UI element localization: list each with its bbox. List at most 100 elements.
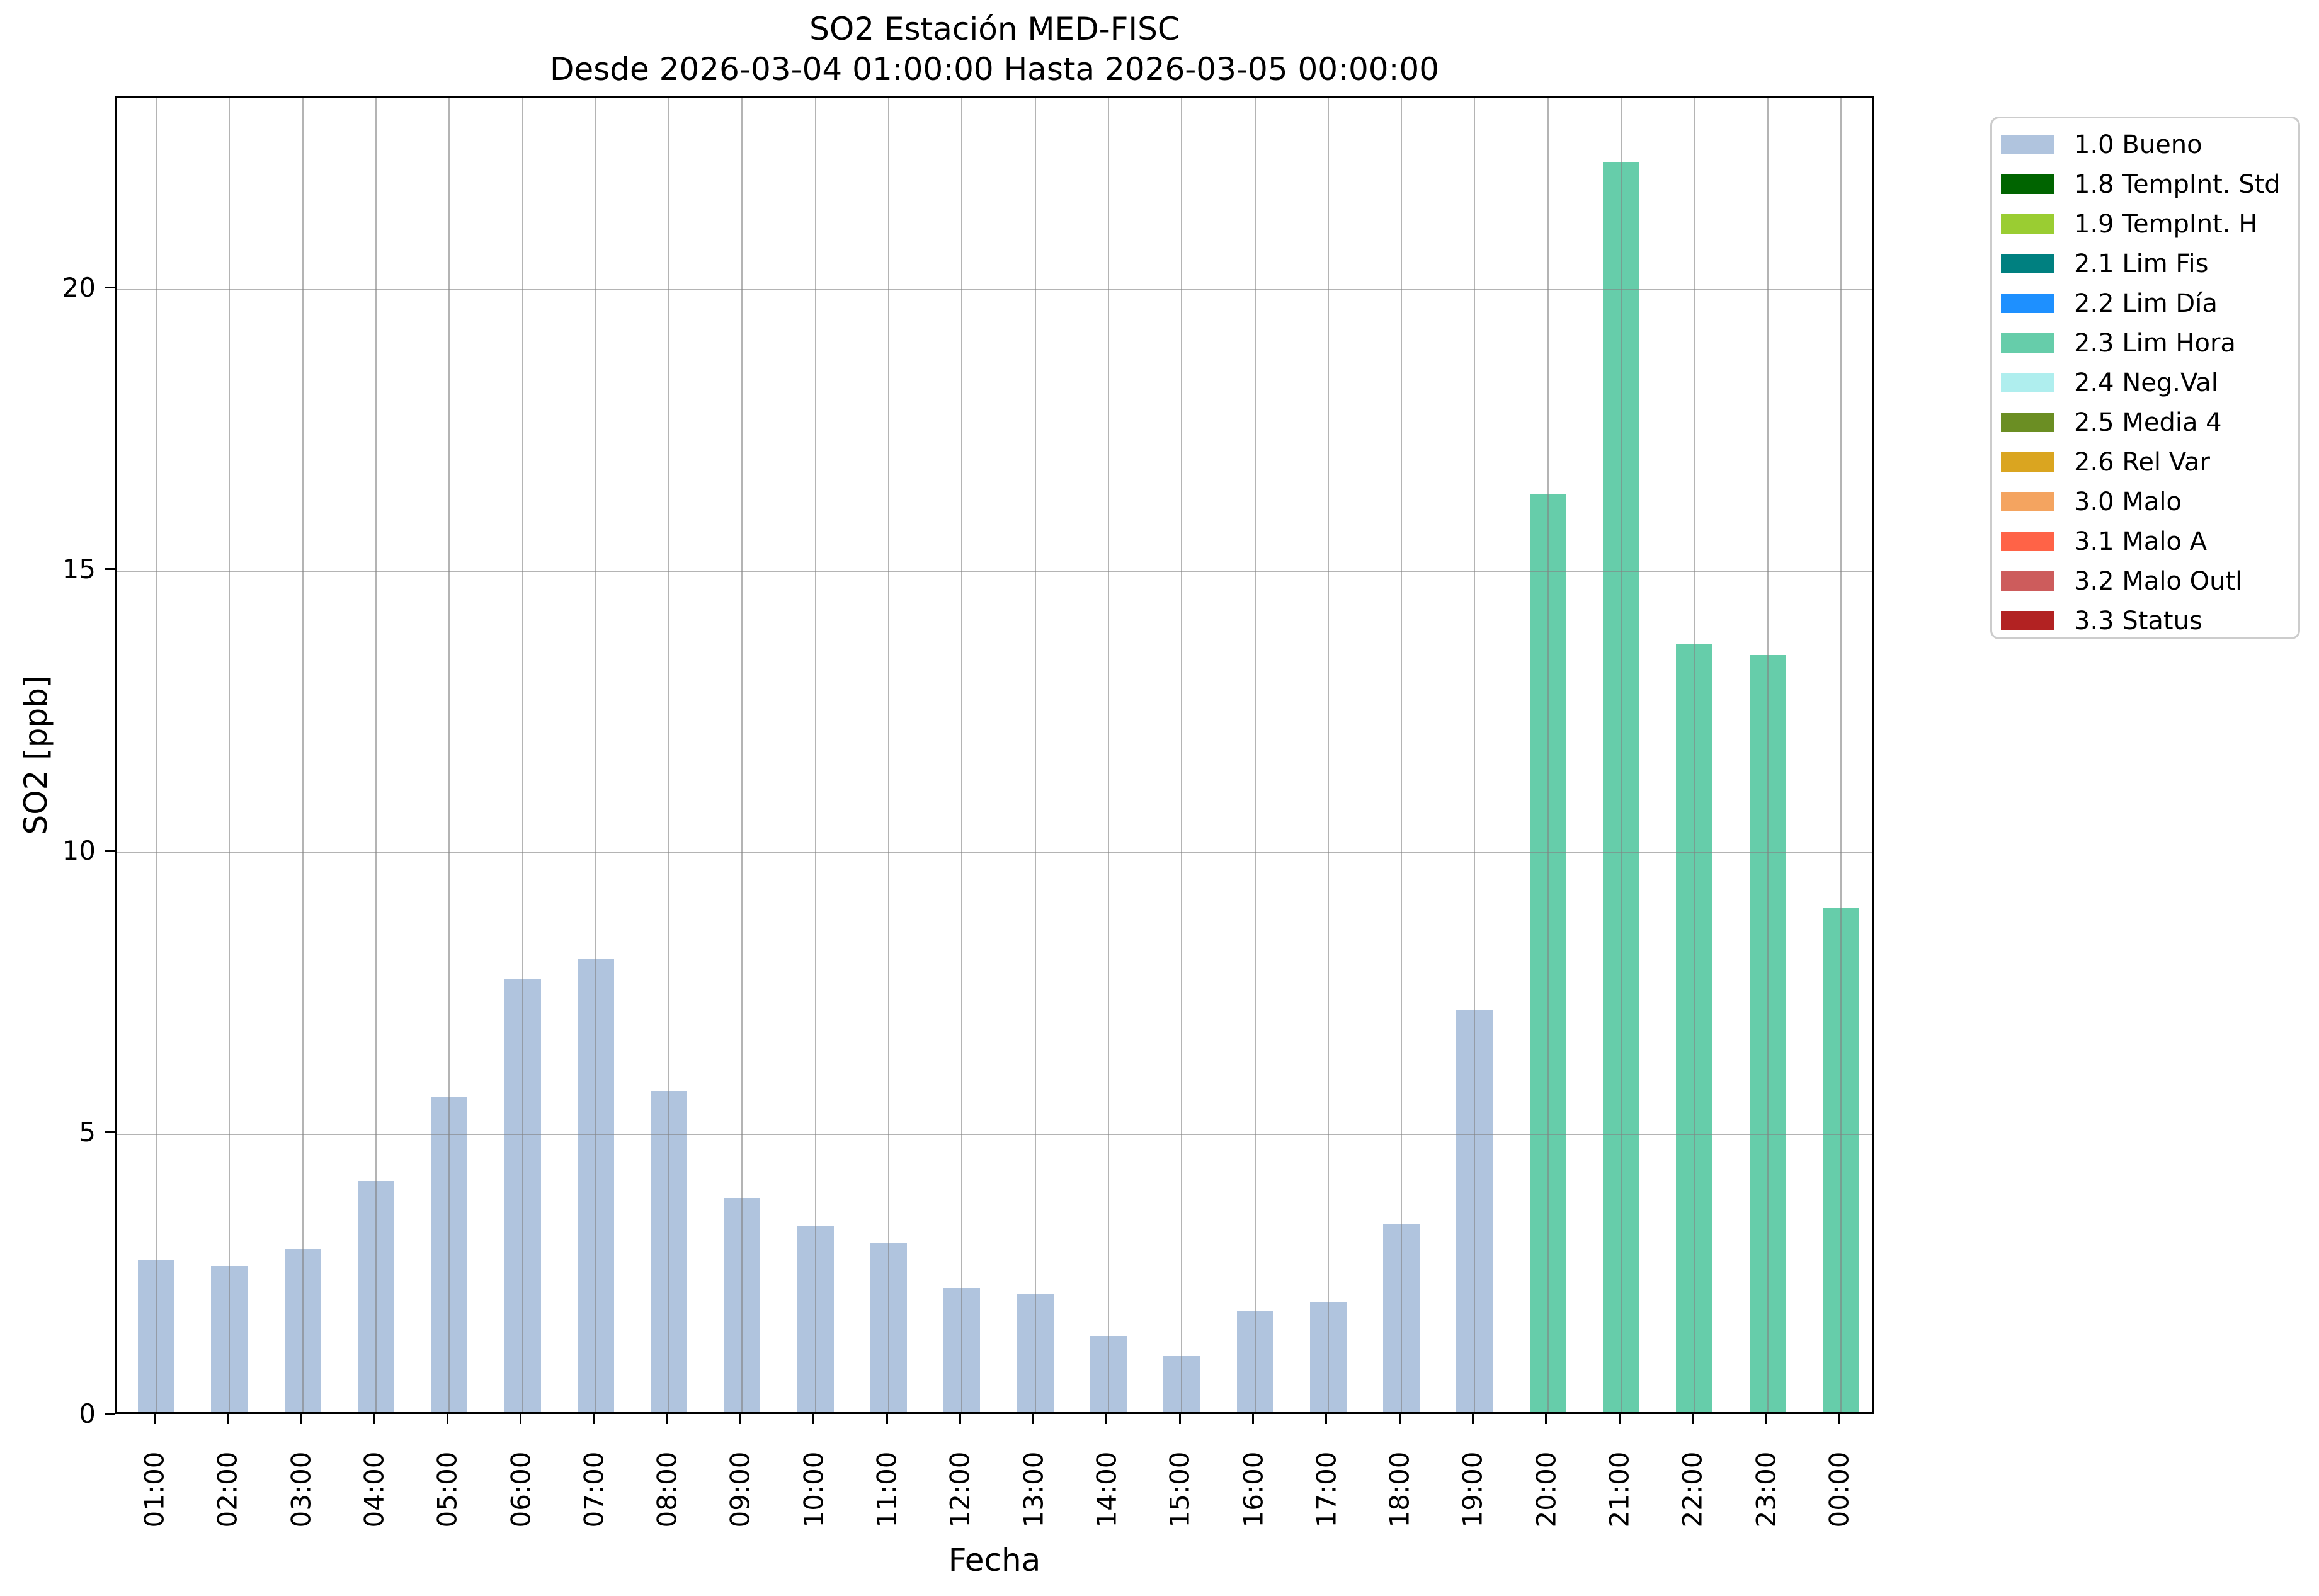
legend-label: 3.3 Status [2074,606,2202,636]
gridline-vertical-23:00 [1767,98,1769,1412]
x-tick-mark-16:00 [1252,1414,1254,1424]
legend-label: 2.1 Lim Fis [2074,249,2209,278]
legend-label: 1.0 Bueno [2074,130,2202,159]
x-tick-label-14:00: 14:00 [1091,1451,1122,1528]
x-tick-mark-21:00 [1619,1414,1621,1424]
gridline-vertical-11:00 [888,98,889,1412]
legend-item-3.3-Status: 3.3 Status [1992,601,2298,641]
gridline-vertical-14:00 [1108,98,1109,1412]
x-tick-label-06:00: 06:00 [505,1451,537,1528]
y-tick-mark-5 [105,1131,115,1133]
chart-title: SO2 Estación MED-FISC [809,11,1180,47]
x-tick-mark-20:00 [1545,1414,1547,1424]
x-tick-mark-15:00 [1179,1414,1181,1424]
gridline-horizontal-20 [117,289,1872,290]
x-tick-label-23:00: 23:00 [1750,1451,1782,1528]
legend-item-3.1-Malo-A: 3.1 Malo A [1992,522,2298,561]
gridline-vertical-13:00 [1035,98,1036,1412]
x-tick-mark-01:00 [154,1414,156,1424]
legend-swatch-icon [2001,294,2054,313]
gridline-vertical-21:00 [1621,98,1622,1412]
x-tick-label-17:00: 17:00 [1311,1451,1342,1528]
gridline-vertical-02:00 [229,98,230,1412]
gridline-vertical-08:00 [668,98,669,1412]
legend-swatch-icon [2001,571,2054,591]
y-tick-mark-15 [105,568,115,570]
legend-item-3.2-Malo-Outl: 3.2 Malo Outl [1992,561,2298,601]
x-tick-label-13:00: 13:00 [1018,1451,1049,1528]
legend-label: 2.4 Neg.Val [2074,368,2218,397]
y-axis-label: SO2 [ppb] [18,675,54,835]
x-tick-mark-14:00 [1105,1414,1107,1424]
legend-swatch-icon [2001,532,2054,551]
y-tick-mark-10 [105,850,115,852]
x-tick-mark-18:00 [1399,1414,1401,1424]
x-tick-label-10:00: 10:00 [798,1451,829,1528]
x-tick-label-05:00: 05:00 [431,1451,463,1528]
gridline-vertical-15:00 [1181,98,1182,1412]
x-tick-mark-09:00 [739,1414,741,1424]
legend-swatch-icon [2001,492,2054,511]
y-tick-label-5: 5 [79,1117,96,1148]
gridline-horizontal-10 [117,852,1872,853]
x-tick-label-01:00: 01:00 [139,1451,170,1528]
x-tick-mark-10:00 [812,1414,814,1424]
x-tick-mark-13:00 [1032,1414,1034,1424]
legend-swatch-icon [2001,135,2054,154]
x-tick-label-22:00: 22:00 [1677,1451,1708,1528]
x-tick-label-12:00: 12:00 [944,1451,976,1528]
gridline-vertical-20:00 [1547,98,1549,1412]
x-tick-mark-17:00 [1325,1414,1327,1424]
gridline-vertical-18:00 [1401,98,1402,1412]
legend-swatch-icon [2001,214,2054,234]
x-tick-mark-02:00 [227,1414,229,1424]
title-block: SO2 Estación MED-FISC Desde 2026-03-04 0… [115,9,1874,89]
x-tick-mark-19:00 [1472,1414,1474,1424]
legend-label: 3.1 Malo A [2074,527,2208,556]
x-tick-label-21:00: 21:00 [1604,1451,1635,1528]
x-tick-label-18:00: 18:00 [1384,1451,1415,1528]
legend-label: 3.2 Malo Outl [2074,566,2243,596]
x-tick-mark-12:00 [959,1414,961,1424]
gridline-vertical-10:00 [815,98,816,1412]
x-tick-label-16:00: 16:00 [1238,1451,1269,1528]
legend-item-2.4-Neg.Val: 2.4 Neg.Val [1992,363,2298,402]
x-tick-mark-06:00 [520,1414,521,1424]
x-tick-mark-11:00 [886,1414,888,1424]
gridline-vertical-12:00 [961,98,962,1412]
legend-item-1.0-Bueno: 1.0 Bueno [1992,125,2298,164]
gridline-vertical-00:00 [1840,98,1842,1412]
legend-item-3.0-Malo: 3.0 Malo [1992,482,2298,522]
x-axis-label: Fecha [948,1542,1041,1578]
legend-swatch-icon [2001,611,2054,630]
plot-area [115,96,1874,1414]
x-tick-label-02:00: 02:00 [212,1451,243,1528]
legend-swatch-icon [2001,373,2054,392]
legend-swatch-icon [2001,174,2054,194]
gridline-vertical-05:00 [448,98,450,1412]
y-tick-mark-20 [105,287,115,288]
gridline-vertical-09:00 [741,98,743,1412]
gridline-vertical-07:00 [595,98,596,1412]
gridline-vertical-17:00 [1328,98,1329,1412]
x-tick-label-03:00: 03:00 [285,1451,317,1528]
x-tick-label-07:00: 07:00 [578,1451,610,1528]
legend: 1.0 Bueno 1.8 TempInt. Std 1.9 TempInt. H 2… [1990,117,2300,639]
gridline-vertical-04:00 [375,98,377,1412]
legend-item-2.1-Lim-Fis: 2.1 Lim Fis [1992,244,2298,283]
legend-label: 2.6 Rel Var [2074,447,2210,477]
x-tick-mark-03:00 [300,1414,302,1424]
x-tick-label-00:00: 00:00 [1823,1451,1855,1528]
legend-label: 2.5 Media 4 [2074,408,2222,437]
legend-swatch-icon [2001,452,2054,472]
x-tick-label-19:00: 19:00 [1457,1451,1488,1528]
legend-label: 3.0 Malo [2074,487,2182,516]
x-tick-mark-04:00 [373,1414,375,1424]
gridline-vertical-03:00 [302,98,304,1412]
legend-item-1.8-TempInt.-Std: 1.8 TempInt. Std [1992,164,2298,204]
x-tick-label-15:00: 15:00 [1164,1451,1195,1528]
legend-item-2.3-Lim-Hora: 2.3 Lim Hora [1992,323,2298,363]
legend-item-1.9-TempInt.-H: 1.9 TempInt. H [1992,204,2298,244]
legend-label: 1.8 TempInt. Std [2074,169,2281,199]
